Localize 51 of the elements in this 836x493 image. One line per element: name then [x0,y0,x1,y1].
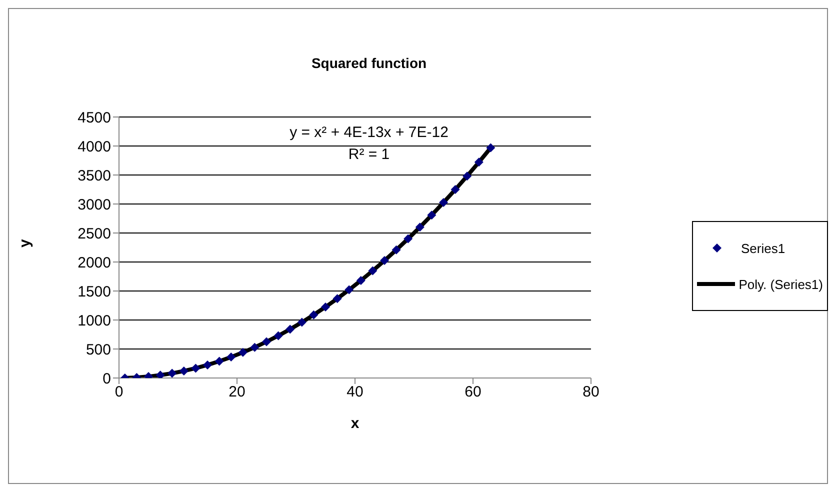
point [309,310,318,320]
point [332,294,342,304]
x-tick-label: 0 [114,384,124,401]
point [191,364,200,373]
x-axis-title: x [350,415,360,432]
y-axis-title: y [16,238,34,248]
point [156,370,165,378]
point [226,352,236,362]
y-tick-label: 4500 [78,109,111,126]
point [321,302,330,312]
point [439,198,448,208]
point [214,356,224,366]
point [286,324,295,334]
point [474,158,484,167]
y-tick-label: 2500 [78,225,111,242]
y-tick-label: 3000 [78,196,111,214]
point [392,245,401,254]
point [262,337,271,346]
point [238,348,248,357]
annotation: y = x² + 4E-13x + 7E-12 [288,124,450,141]
point [168,368,177,378]
point [356,276,366,285]
point [415,222,424,232]
point [450,185,460,194]
point [179,366,188,376]
x-tick-label: 80 [582,384,600,401]
y-tick-label: 0 [102,370,111,388]
point [368,266,378,276]
point [344,285,354,294]
y-tick-label: 1500 [78,283,111,300]
point [486,143,496,152]
annotation: R² = 1 [347,146,391,163]
legend-label: Poly. (Series1) [738,276,823,292]
y-tick-label: 2000 [78,254,111,272]
point [427,210,436,220]
point [404,234,413,244]
y-tick-label: 3500 [78,167,111,184]
x-tick-label: 60 [464,384,482,401]
x-tick-label: 40 [346,384,364,401]
point [297,318,306,327]
point [462,172,472,181]
y-tick-label: 1000 [78,312,111,330]
point [380,256,389,266]
y-tick-label: 500 [86,341,111,358]
point [274,331,283,340]
x-tick-label: 20 [228,384,246,401]
legend-label: Series1 [741,240,786,256]
y-tick-label: 4000 [78,138,111,156]
point [250,342,260,352]
point [203,360,212,370]
chart-title: Squared function [310,55,428,71]
